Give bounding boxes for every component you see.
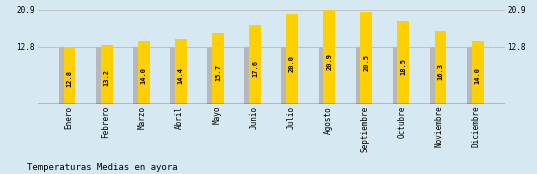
Bar (244, 47, 252, 104)
Bar (96, 47, 104, 104)
Bar (323, 10, 335, 104)
Bar (355, 47, 364, 104)
Text: 17.6: 17.6 (252, 60, 258, 77)
Bar (430, 47, 438, 104)
Bar (467, 47, 475, 104)
Text: 13.2: 13.2 (104, 69, 110, 86)
Bar (100, 45, 113, 104)
Bar (286, 14, 298, 104)
Bar (281, 47, 289, 104)
Bar (170, 47, 178, 104)
Bar (434, 31, 446, 104)
Text: 20.0: 20.0 (289, 55, 295, 72)
Text: 14.0: 14.0 (141, 68, 147, 84)
Bar (393, 47, 401, 104)
Text: 14.4: 14.4 (178, 67, 184, 84)
Bar (249, 25, 261, 104)
Text: Temperaturas Medias en ayora: Temperaturas Medias en ayora (27, 163, 177, 172)
Bar (133, 47, 141, 104)
Text: 12.8: 12.8 (67, 70, 72, 87)
Bar (318, 47, 326, 104)
Bar (212, 33, 224, 104)
Bar (175, 39, 187, 104)
Text: 18.5: 18.5 (401, 58, 407, 75)
Bar (207, 47, 215, 104)
Bar (471, 41, 483, 104)
Bar (63, 47, 75, 104)
Bar (59, 47, 67, 104)
Bar (397, 21, 409, 104)
Text: 20.5: 20.5 (364, 54, 369, 71)
Bar (360, 12, 372, 104)
Text: 16.3: 16.3 (438, 63, 444, 80)
Bar (138, 41, 150, 104)
Text: 20.9: 20.9 (326, 53, 332, 70)
Text: 15.7: 15.7 (215, 64, 221, 81)
Text: 14.0: 14.0 (475, 68, 481, 84)
